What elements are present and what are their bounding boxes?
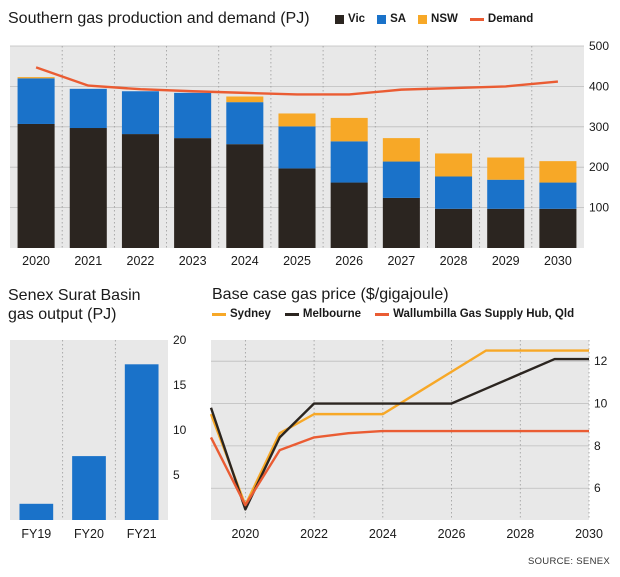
legend-line-demand <box>469 17 484 21</box>
chart1-bar-sa-2023 <box>174 92 212 139</box>
chart1-bar-sa-2027 <box>382 161 420 198</box>
chart2-x-tick-label: FY19 <box>21 527 51 541</box>
chart3-x-tick-label: 2020 <box>231 527 259 541</box>
chart1-y-tick-label: 500 <box>589 39 609 53</box>
chart3-y-tick-label: 12 <box>594 354 608 368</box>
chart2-y-tick-label: 15 <box>173 378 187 392</box>
chart1-y-tick-label: 200 <box>589 160 609 174</box>
chart2-title-line2: gas output (PJ) <box>8 306 117 323</box>
chart1-x-tick-label: 2026 <box>335 254 363 268</box>
chart1-x-tick-label: 2022 <box>127 254 155 268</box>
chart3-y-tick-label: 6 <box>594 481 601 495</box>
chart2-title-line1: Senex Surat Basin <box>8 287 141 304</box>
legend-label-demand: Demand <box>487 13 534 25</box>
chart2-title: Senex Surat Basin gas output (PJ) <box>8 286 141 324</box>
chart1-bar-vic-2027 <box>382 197 420 248</box>
chart2-bar-FY20 <box>72 456 106 520</box>
legend-swatch-sa <box>377 14 387 24</box>
legend-swatch-nsw <box>418 14 428 24</box>
legend-label-sa: SA <box>390 13 407 25</box>
chart1-bar-nsw-2028 <box>435 153 473 177</box>
legend-item-wallumbilla: Wallumbilla Gas Supply Hub, Qld <box>375 308 574 320</box>
chart1-x-tick-label: 2025 <box>283 254 311 268</box>
chart1-bar-sa-2030 <box>539 182 577 209</box>
chart1-bar-vic-2024 <box>226 144 264 248</box>
chart1-legend: Vic SA NSW Demand <box>335 13 533 25</box>
legend-label-wallumbilla: Wallumbilla Gas Supply Hub, Qld <box>393 308 575 320</box>
chart1-bar-sa-2025 <box>278 126 316 169</box>
chart1-bar-vic-2023 <box>174 138 212 248</box>
legend-line-melbourne <box>284 312 299 316</box>
chart1-x-tick-label: 2021 <box>74 254 102 268</box>
chart3-y-tick-label: 8 <box>594 439 601 453</box>
legend-item-demand: Demand <box>469 13 534 25</box>
chart1-x-tick-label: 2027 <box>387 254 415 268</box>
legend-item-nsw: NSW <box>418 13 458 25</box>
chart1-bar-sa-2021 <box>69 88 107 129</box>
chart1-bar-vic-2026 <box>330 182 368 248</box>
source-note: SOURCE: SENEX <box>527 556 610 567</box>
chart1-y-tick-label: 100 <box>589 201 609 215</box>
legend-item-vic: Vic <box>335 13 365 25</box>
chart3-line-melbourne <box>209 357 589 511</box>
chart1-y-tick-label: 300 <box>589 120 609 134</box>
chart1-bar-sa-2022 <box>121 91 159 135</box>
chart1-bar-vic-2022 <box>121 134 159 248</box>
chart1-bar-nsw-2027 <box>382 138 420 162</box>
chart3-x-tick-label: 2030 <box>575 527 603 541</box>
chart3-x-tick-label: 2022 <box>300 527 328 541</box>
chart2-y-tick-label: 10 <box>173 423 187 437</box>
chart1-bar-nsw-2020 <box>17 77 55 79</box>
chart1-x-tick-label: 2030 <box>544 254 572 268</box>
chart3-legend: Sydney Melbourne Wallumbilla Gas Supply … <box>212 308 574 320</box>
chart1-bar-sa-2020 <box>17 78 55 124</box>
chart3-title: Base case gas price ($/gigajoule) <box>212 286 449 303</box>
chart1-y-tick-label: 400 <box>589 79 609 93</box>
chart1-x-tick-label: 2029 <box>492 254 520 268</box>
chart2-bar-FY19 <box>19 503 54 520</box>
chart2-x-tick-label: FY21 <box>127 527 157 541</box>
legend-item-sa: SA <box>377 13 406 25</box>
chart1-bar-nsw-2026 <box>330 117 368 142</box>
chart1-bar-sa-2026 <box>330 141 368 183</box>
legend-label-sydney: Sydney <box>230 308 271 320</box>
legend-line-sydney <box>212 312 226 316</box>
chart2-bar-FY21 <box>124 364 159 520</box>
chart3-line-wallumbilla <box>209 429 589 507</box>
legend-item-melbourne: Melbourne <box>284 308 362 320</box>
chart1-bar-vic-2020 <box>17 123 55 248</box>
chart3-x-tick-label: 2024 <box>369 527 397 541</box>
legend-line-wallumbilla <box>375 312 390 316</box>
legend-swatch-vic <box>335 14 344 24</box>
chart1-bar-vic-2030 <box>539 208 577 248</box>
chart1-bar-sa-2029 <box>487 179 525 209</box>
chart1-x-tick-label: 2023 <box>179 254 207 268</box>
chart3-x-tick-label: 2026 <box>438 527 466 541</box>
chart1-bar-sa-2024 <box>226 102 264 145</box>
chart1-bar-nsw-2025 <box>278 113 316 127</box>
chart3-y-tick-label: 10 <box>594 397 608 411</box>
chart1-bar-vic-2025 <box>278 168 316 248</box>
chart1-bar-nsw-2024 <box>226 96 264 103</box>
chart1-x-tick-label: 2024 <box>231 254 259 268</box>
chart1-bar-sa-2028 <box>435 176 473 209</box>
chart1-x-tick-label: 2020 <box>22 254 50 268</box>
chart1-bar-vic-2029 <box>487 208 525 248</box>
legend-label-vic: Vic <box>348 13 366 25</box>
chart2-y-tick-label: 20 <box>173 333 187 347</box>
chart1-title: Southern gas production and demand (PJ) <box>8 10 310 27</box>
chart1-bar-vic-2021 <box>69 128 107 248</box>
chart1-bar-vic-2028 <box>435 208 473 248</box>
legend-label-nsw: NSW <box>431 13 458 25</box>
chart1-x-tick-label: 2028 <box>440 254 468 268</box>
chart1-bar-nsw-2029 <box>487 157 525 180</box>
chart2-y-tick-label: 5 <box>173 468 180 482</box>
chart1-demand-line <box>35 66 559 96</box>
legend-item-sydney: Sydney <box>212 308 271 320</box>
legend-label-melbourne: Melbourne <box>302 308 362 320</box>
chart1-bar-nsw-2030 <box>539 161 577 183</box>
chart2-x-tick-label: FY20 <box>74 527 104 541</box>
chart3-x-tick-label: 2028 <box>506 527 534 541</box>
